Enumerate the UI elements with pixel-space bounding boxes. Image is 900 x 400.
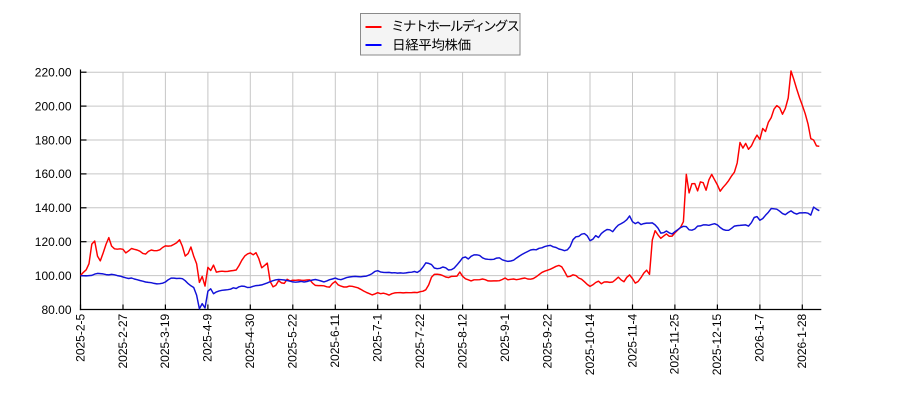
svg-text:100.00: 100.00 [35,269,72,283]
svg-text:140.00: 140.00 [35,201,72,215]
svg-text:2025-4-9: 2025-4-9 [201,313,215,361]
svg-text:2025-5-22: 2025-5-22 [286,313,300,368]
svg-text:2026-1-28: 2026-1-28 [795,313,809,368]
svg-text:2025-11-25: 2025-11-25 [668,313,682,374]
svg-text:2025-8-12: 2025-8-12 [455,313,469,368]
svg-text:2025-2-5: 2025-2-5 [73,313,87,361]
svg-text:120.00: 120.00 [35,235,72,249]
svg-text:2026-1-7: 2026-1-7 [753,313,767,361]
svg-text:2025-2-27: 2025-2-27 [116,313,130,368]
svg-text:2025-11-4: 2025-11-4 [625,313,639,367]
svg-text:2025-9-1: 2025-9-1 [498,313,512,361]
svg-text:200.00: 200.00 [35,99,72,113]
svg-text:220.00: 220.00 [35,66,72,80]
svg-text:160.00: 160.00 [35,167,72,181]
svg-text:2025-10-14: 2025-10-14 [583,313,597,375]
svg-text:2025-12-15: 2025-12-15 [710,313,724,375]
svg-text:2025-6-11: 2025-6-11 [328,313,342,367]
svg-text:2025-3-19: 2025-3-19 [158,313,172,368]
svg-text:2025-4-30: 2025-4-30 [243,313,257,368]
svg-text:2025-7-1: 2025-7-1 [371,313,385,361]
svg-text:2025-9-22: 2025-9-22 [540,313,554,368]
svg-text:180.00: 180.00 [35,133,72,147]
svg-text:2025-7-22: 2025-7-22 [413,313,427,368]
svg-text:80.00: 80.00 [41,303,71,317]
